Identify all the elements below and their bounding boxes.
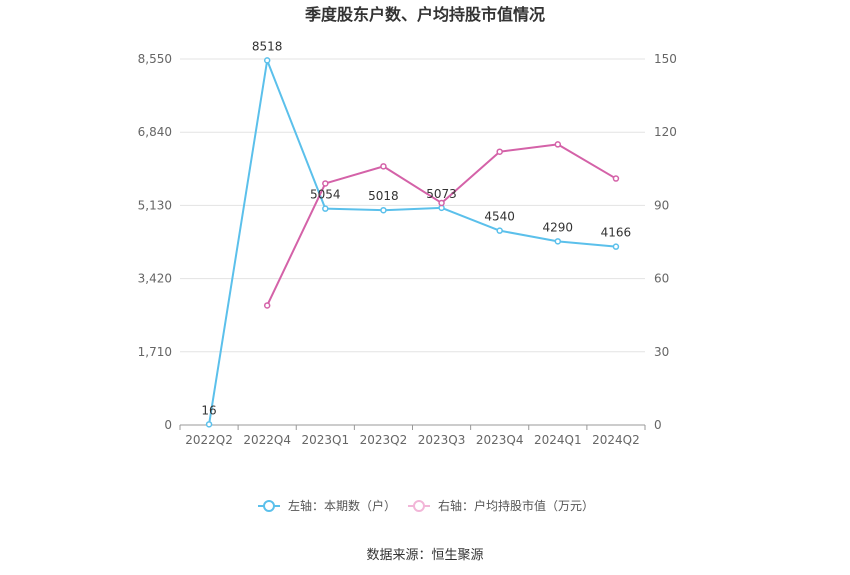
- series-point-1: [496, 227, 503, 234]
- series-point-1: [263, 57, 271, 64]
- right-tick-label: 120: [654, 125, 677, 139]
- series-point-1: [612, 243, 620, 250]
- left-tick-label: 1,710: [138, 345, 172, 359]
- data-label: 5018: [368, 189, 399, 203]
- x-tick-label: 2023Q4: [476, 433, 524, 447]
- right-tick-label: 150: [654, 52, 677, 66]
- series-point-2: [322, 180, 329, 187]
- series-point-2: [380, 163, 387, 170]
- series-point-2: [263, 302, 271, 309]
- series-point-2: [438, 199, 445, 207]
- grid-lines: [180, 58, 645, 353]
- series-point-1: [554, 238, 562, 245]
- x-tick-label: 2022Q2: [185, 433, 233, 447]
- x-tick-label: 2023Q1: [302, 433, 350, 447]
- x-tick-label: 2022Q4: [243, 433, 291, 447]
- x-tick-label: 2024Q1: [534, 433, 582, 447]
- x-tick-label: 2023Q2: [360, 433, 408, 447]
- chart-title: 季度股东户数、户均持股市值情况: [304, 5, 545, 24]
- legend-marker: [263, 500, 275, 512]
- data-label: 4290: [543, 220, 574, 234]
- data-label: 4166: [601, 226, 632, 240]
- legend[interactable]: 左轴：本期数（户） 右轴：户均持股市值（万元）: [258, 498, 594, 513]
- legend-label: 左轴：本期数（户）: [288, 498, 396, 513]
- series-layer: [205, 57, 620, 428]
- x-tick-label: 2024Q2: [592, 433, 640, 447]
- right-tick-label: 30: [654, 345, 669, 359]
- left-tick-label: 0: [164, 418, 172, 432]
- right-tick-label: 0: [654, 418, 662, 432]
- right-tick-label: 90: [654, 198, 669, 212]
- data-label: 16: [201, 403, 216, 417]
- left-tick-label: 5,130: [138, 198, 172, 212]
- x-tick-label: 2023Q3: [418, 433, 466, 447]
- axes: 0 0 1,710 30 3,420 60 5,130 90 6,840 120 8,550 150 2…: [138, 52, 677, 447]
- legend-item-1[interactable]: 左轴：本期数（户）: [258, 498, 396, 513]
- data-label: 8518: [252, 39, 283, 53]
- left-tick-label: 3,420: [138, 272, 172, 286]
- data-labels: 16 8518 5054 5018 5073 4540 4290 4166: [201, 39, 631, 417]
- legend-marker: [413, 500, 425, 512]
- series-point-1: [322, 205, 329, 212]
- legend-label: 右轴：户均持股市值（万元）: [438, 498, 594, 513]
- left-tick-label: 6,840: [138, 125, 172, 139]
- legend-item-2[interactable]: 右轴：户均持股市值（万元）: [408, 498, 594, 513]
- series-point-2: [554, 141, 562, 148]
- right-tick-label: 60: [654, 272, 669, 286]
- series-point-1: [205, 421, 213, 428]
- left-tick-label: 8,550: [138, 52, 172, 66]
- series-line-1: [208, 59, 617, 425]
- series-point-1: [380, 206, 387, 214]
- series-point-2: [496, 148, 503, 155]
- data-label: 5054: [310, 188, 341, 202]
- source-note: 数据来源：恒生聚源: [366, 548, 483, 563]
- data-label: 4540: [484, 210, 515, 224]
- series-point-2: [612, 175, 620, 182]
- data-label: 5073: [426, 187, 457, 201]
